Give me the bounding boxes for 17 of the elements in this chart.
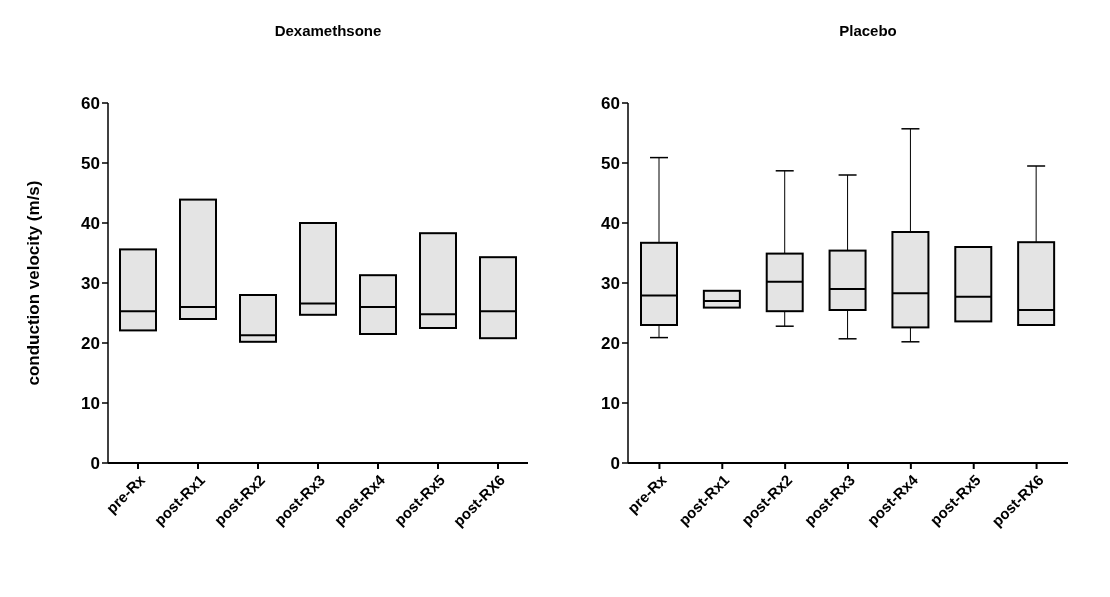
y-tick-label: 20 [601, 334, 620, 354]
y-tick-label: 50 [601, 154, 620, 174]
y-tick-label: 0 [90, 454, 100, 474]
chart-title: Placebo [838, 22, 898, 39]
y-tick-label: 60 [81, 94, 100, 114]
y-tick-label: 10 [81, 394, 100, 414]
y-tick-label: 30 [81, 274, 100, 294]
y-tick-label: 40 [81, 214, 100, 234]
y-tick-label: 0 [610, 454, 620, 474]
chart-title: Dexamethsone [273, 22, 383, 39]
y-tick-label: 20 [81, 334, 100, 354]
y-tick-label: 60 [601, 94, 620, 114]
y-axis-title: conduction velocity (m/s) [24, 180, 44, 386]
y-tick-label: 50 [81, 154, 100, 174]
y-tick-label: 10 [601, 394, 620, 414]
y-tick-label: 40 [601, 214, 620, 234]
y-tick-label: 30 [601, 274, 620, 294]
